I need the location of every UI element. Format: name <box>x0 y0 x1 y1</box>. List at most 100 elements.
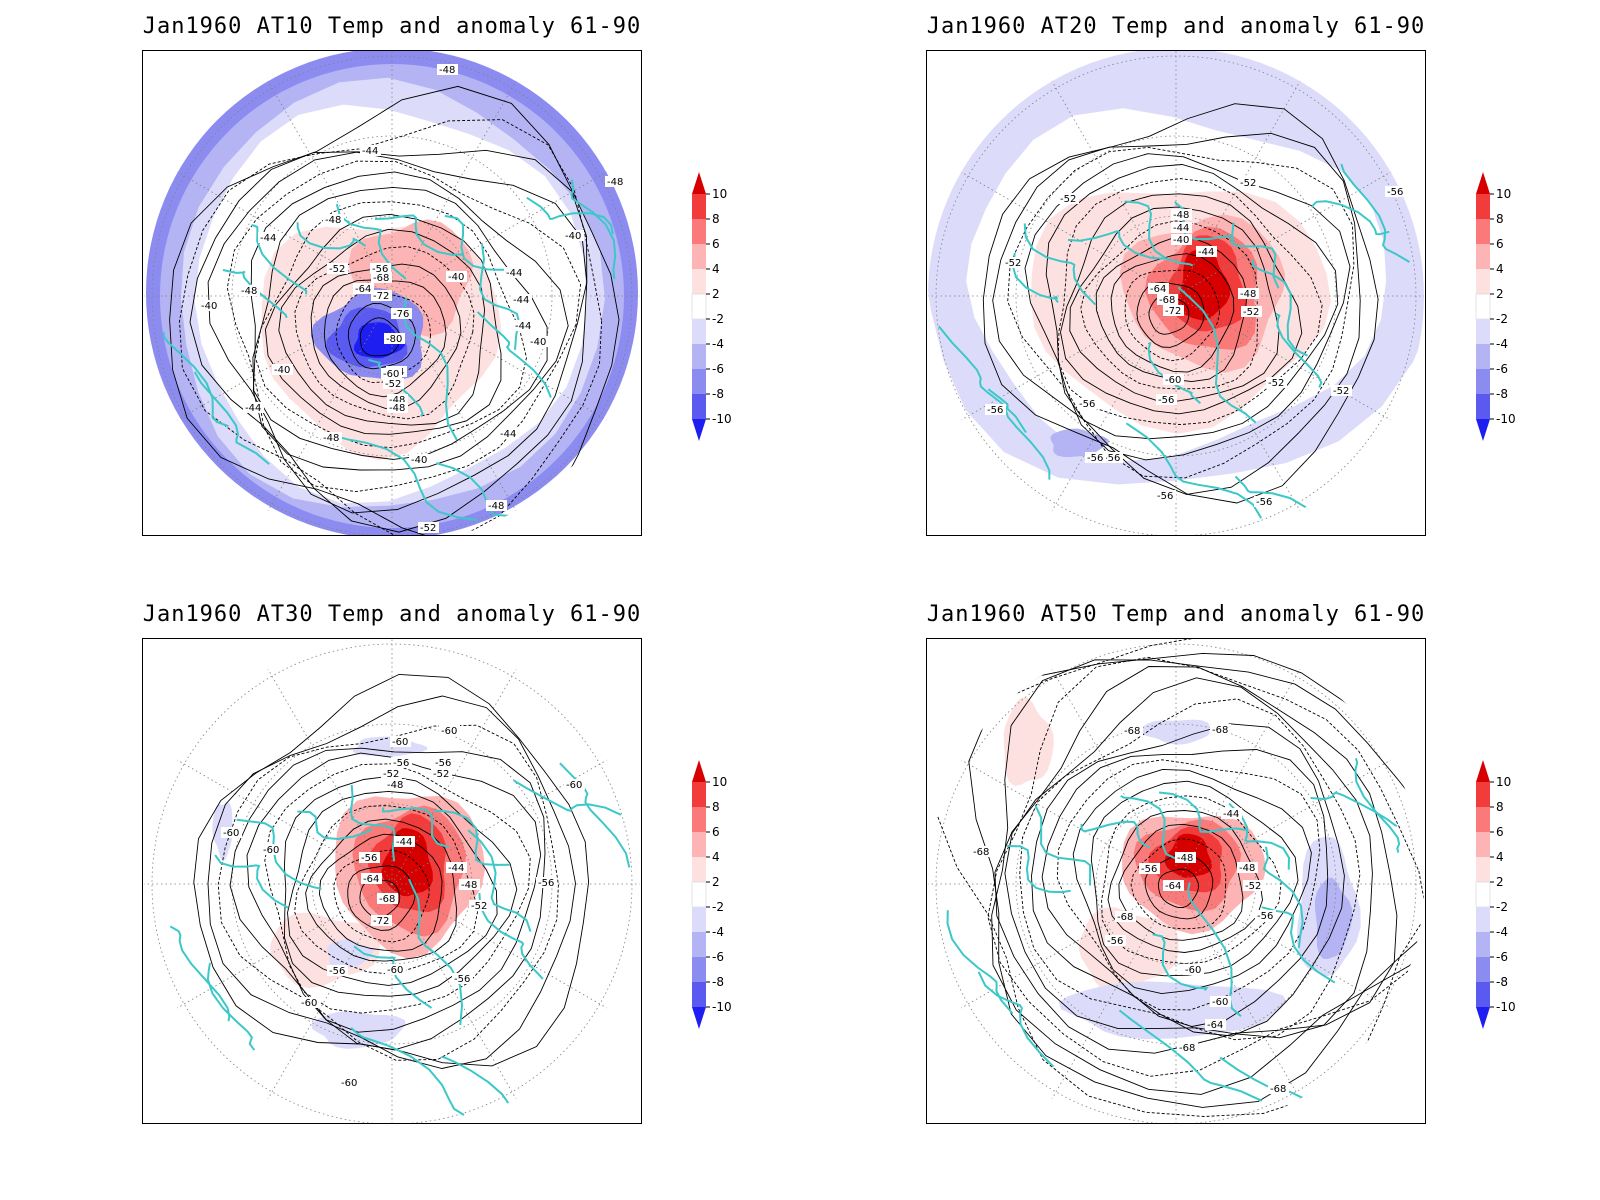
contour-label-bg <box>446 271 467 282</box>
contour-label-bg <box>381 768 402 779</box>
contour-label-bg <box>359 852 380 863</box>
contour-label-bg <box>371 290 392 301</box>
colorbar-segment <box>692 857 706 882</box>
contour-label-bg <box>409 454 430 465</box>
contour-label-bg <box>1210 996 1231 1007</box>
colorbar-tick-label: 10 <box>712 775 727 789</box>
contour-label: -44 <box>506 268 522 279</box>
contour-label: -68 <box>973 847 989 858</box>
contour-label-bg <box>1139 863 1160 874</box>
contour-label: -48 <box>323 433 339 444</box>
contour-label-bg <box>985 404 1006 415</box>
contour-label: -44 <box>396 837 412 848</box>
contour-label: -44 <box>1198 247 1214 258</box>
colorbar-arrow-bottom <box>692 419 706 441</box>
contour-label-bg <box>1155 490 1176 501</box>
colorbar-segment <box>1475 293 1491 320</box>
contour-label-bg <box>1385 186 1406 197</box>
colorbar-segment <box>1476 807 1490 832</box>
colorbar-tick-label: -10 <box>1496 1000 1516 1014</box>
contour-label-bg <box>1221 808 1242 819</box>
colorbar-segment <box>692 369 706 394</box>
contour-label: -44 <box>448 863 464 874</box>
colorbar-tick-label: 10 <box>712 187 727 201</box>
contour-label: -56 <box>1257 911 1273 922</box>
colorbar: 10 8 6 4 2 -2 -4 -6 -8 -10 <box>1474 758 1534 1038</box>
colorbar-segment <box>692 244 706 269</box>
contour-label: -56 <box>435 758 451 769</box>
contour-label-bg <box>1058 193 1079 204</box>
contour-label-bg <box>504 267 525 278</box>
contour-label-bg <box>361 873 382 884</box>
panel-title: Jan1960 AT20 Temp and anomaly 61-90 <box>926 14 1426 39</box>
contour-label: -60 <box>263 845 279 856</box>
contour-label: -40 <box>201 301 217 312</box>
colorbar-tick-label: 6 <box>712 825 720 839</box>
colorbar-segment <box>692 194 706 219</box>
contour-label: -64 <box>363 874 379 885</box>
contour-label: -40 <box>274 365 290 376</box>
contour-label: -52 <box>1245 881 1261 892</box>
colorbar-segment <box>1476 219 1490 244</box>
contour-label: -56 <box>329 966 345 977</box>
contour-label-bg <box>1205 1019 1226 1030</box>
colorbar-segment <box>692 394 706 419</box>
coastline-layer <box>169 762 631 1116</box>
contour-label: -80 <box>386 334 402 345</box>
contour-label: -56 <box>454 974 470 985</box>
contour-label-bg <box>387 394 408 405</box>
contour-label-bg <box>1085 452 1106 463</box>
contour-label: -56 <box>1141 864 1157 875</box>
contour-label: -60 <box>566 780 582 791</box>
contour-label: -56 <box>372 264 388 275</box>
polar-map: -68 -68 -44 -48 -56 -48 -64 -52 -68 -56 -56 -60 -60 -… <box>926 638 1426 1124</box>
contour-labels: -48-44-48-52-44-48-40-44-48-64-56-68-72-… <box>199 64 626 534</box>
colorbar-segment <box>692 982 706 1007</box>
colorbar-tick-label: 4 <box>1496 262 1504 276</box>
polar-map: -52 -48 -44 -40 -44 -48 -52 -56 -52 -56 -64 -68 -72-… <box>926 50 1426 536</box>
contour-label: -64 <box>355 284 371 295</box>
contour-label-bg <box>1331 385 1352 396</box>
temperature-contours <box>169 85 620 535</box>
contour-label-bg <box>1254 496 1275 507</box>
contour-label: -68 <box>373 273 389 284</box>
colorbar-segment <box>1476 857 1490 882</box>
colorbar-segment <box>692 344 706 369</box>
contour-label: -44 <box>1173 223 1189 234</box>
contour-label: -56 <box>1107 936 1123 947</box>
contour-label: -40 <box>530 337 546 348</box>
contour-label-bg <box>377 893 398 904</box>
contour-label-bg <box>385 964 406 975</box>
polar-map: -48 -44 -48 -52 -44 -48 -40 -44 -48 -64 -56 -68 -72-… <box>142 50 642 536</box>
panel-at30: Jan1960 AT30 Temp and anomaly 61-90 -60 -… <box>142 602 642 1127</box>
contour-label: -52 <box>329 264 345 275</box>
colorbar-segment <box>1476 269 1490 294</box>
colorbar-tick-label: -8 <box>712 975 724 989</box>
contour-label: -56 <box>393 758 409 769</box>
colorbar-segment <box>692 832 706 857</box>
contour-label: -64 <box>1150 284 1166 295</box>
contour-label-bg <box>383 378 404 389</box>
colorbar-arrow-top <box>692 172 706 194</box>
contour-label-bg <box>370 263 391 274</box>
contour-label: -64 <box>1165 881 1181 892</box>
contour-label-bg <box>1163 880 1184 891</box>
contour-label-bg <box>387 402 408 413</box>
contour-label: -56 <box>361 853 377 864</box>
contour-label: -48 <box>325 215 341 226</box>
contour-label-bg <box>1122 725 1143 736</box>
colorbar-segment <box>1476 344 1490 369</box>
colorbar-tick-label: -6 <box>1496 362 1508 376</box>
colorbar-tick-label: 8 <box>712 800 720 814</box>
contour-label: -56 <box>1157 491 1173 502</box>
contour-label-bg <box>1171 209 1192 220</box>
contour-label-bg <box>971 846 992 857</box>
colorbar-tick-label: 4 <box>712 262 720 276</box>
contour-label-bg <box>459 879 480 890</box>
colorbar-segment <box>692 907 706 932</box>
contour-label-bg <box>1171 222 1192 233</box>
colorbar-segment <box>692 319 706 344</box>
contour-label: -60 <box>383 369 399 380</box>
colorbar-segment <box>692 932 706 957</box>
contour-label-bg <box>299 997 320 1008</box>
